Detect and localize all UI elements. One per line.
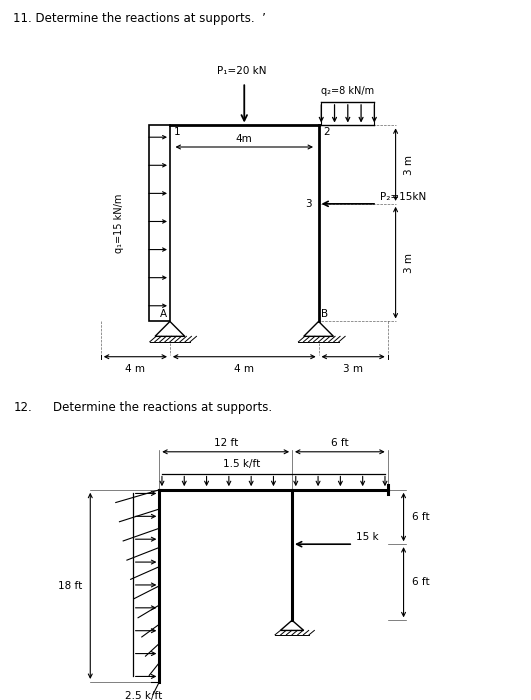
Text: 4m: 4m: [236, 134, 253, 144]
Text: 3: 3: [306, 199, 312, 209]
Text: 2.5 k/ft: 2.5 k/ft: [125, 691, 162, 700]
Text: 6 ft: 6 ft: [412, 512, 429, 522]
Text: 11. Determine the reactions at supports.  ’: 11. Determine the reactions at supports.…: [13, 12, 266, 24]
Text: 2: 2: [323, 127, 329, 137]
Text: 4 m: 4 m: [234, 364, 254, 374]
Text: Determine the reactions at supports.: Determine the reactions at supports.: [53, 401, 272, 414]
Text: 1.5 k/ft: 1.5 k/ft: [223, 458, 260, 469]
Text: 6 ft: 6 ft: [412, 578, 429, 587]
Text: 3 m: 3 m: [343, 364, 363, 374]
Text: P₂=15kN: P₂=15kN: [380, 192, 426, 202]
Bar: [149, 125, 170, 321]
Text: P₁=20 kN: P₁=20 kN: [217, 66, 267, 76]
Text: 12.: 12.: [13, 401, 32, 414]
Text: 1: 1: [174, 127, 181, 137]
Text: 6 ft: 6 ft: [331, 438, 349, 448]
Text: A: A: [160, 309, 167, 319]
Text: B: B: [321, 309, 328, 319]
Text: 18 ft: 18 ft: [58, 581, 82, 591]
Text: q₂=8 kN/m: q₂=8 kN/m: [321, 86, 374, 96]
Text: 3 m: 3 m: [404, 155, 414, 174]
Text: q₁=15 kN/m: q₁=15 kN/m: [115, 194, 124, 253]
Text: 3 m: 3 m: [404, 253, 414, 272]
Text: 4 m: 4 m: [125, 364, 145, 374]
Text: 15 k: 15 k: [356, 533, 379, 542]
Text: 12 ft: 12 ft: [213, 438, 238, 448]
